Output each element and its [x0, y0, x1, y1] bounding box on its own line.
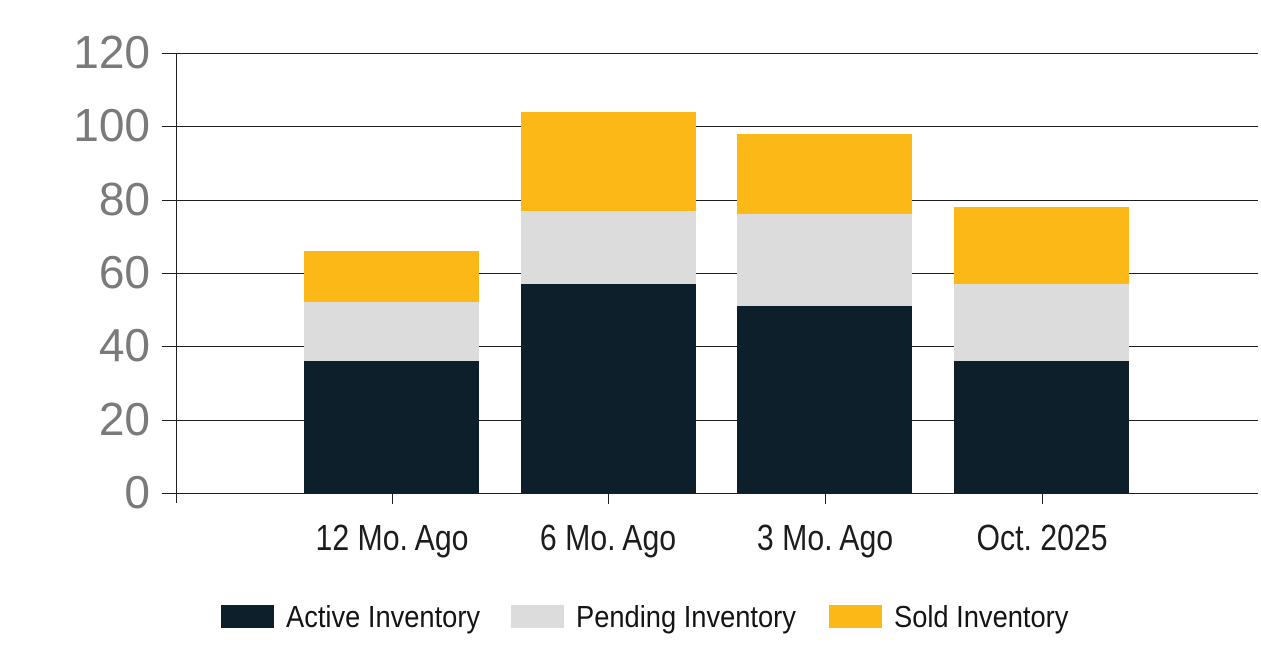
x-axis-tick	[391, 493, 393, 504]
gridline	[176, 126, 1258, 128]
bar-segment	[304, 302, 479, 361]
y-axis-line	[176, 53, 177, 503]
x-axis-tick	[608, 493, 609, 504]
legend-item-active-inventory: Active Inventory	[221, 598, 507, 634]
bar-segment	[304, 251, 479, 303]
pending-inventory-swatch-icon	[511, 604, 564, 628]
legend-label: Pending Inventory	[576, 598, 796, 634]
y-tick-label: 60	[98, 246, 150, 298]
y-tick-label: 80	[98, 172, 150, 225]
gridline	[176, 493, 1258, 494]
sold-inventory-swatch-icon	[829, 604, 882, 628]
legend-item-sold-inventory: Sold Inventory	[829, 598, 1092, 634]
y-tick-label: 40	[98, 319, 150, 372]
bar-segment	[954, 207, 1129, 284]
gridline	[176, 419, 1258, 421]
legend-label: Active Inventory	[286, 598, 481, 634]
bar-segment	[954, 284, 1129, 361]
active-inventory-swatch-icon	[221, 604, 274, 628]
y-axis-tick	[162, 199, 176, 201]
x-axis-tick	[824, 493, 826, 504]
y-axis-tick	[162, 273, 176, 274]
gridline	[176, 346, 1258, 348]
x-tick-label: 3 Mo. Ago	[756, 517, 893, 558]
y-axis-tick	[162, 419, 176, 421]
gridline	[176, 199, 1258, 201]
y-axis-tick	[162, 126, 176, 128]
y-tick-label: 120	[73, 26, 150, 78]
legend-label: Sold Inventory	[894, 598, 1069, 634]
bar-segment	[737, 306, 912, 493]
bar-segment	[737, 214, 912, 306]
y-axis-tick	[162, 493, 176, 494]
bar-segment	[520, 210, 696, 284]
bar-segment	[520, 111, 696, 211]
bar-segment	[737, 133, 912, 215]
x-tick-label: 6 Mo. Ago	[539, 517, 677, 558]
gridline	[176, 273, 1258, 274]
y-axis-tick	[162, 346, 176, 348]
bar-segment	[520, 284, 696, 493]
y-axis-tick	[162, 53, 176, 54]
y-tick-label: 20	[98, 392, 150, 445]
y-tick-label: 100	[73, 99, 150, 152]
x-axis-tick	[1041, 493, 1043, 504]
x-tick-label: Oct. 2025	[975, 517, 1108, 558]
y-tick-label: 0	[124, 466, 150, 518]
x-tick-label: 12 Mo. Ago	[315, 517, 468, 558]
bar-segment	[954, 361, 1129, 493]
bar-segment	[304, 361, 479, 493]
gridline	[176, 53, 1258, 54]
legend-item-pending-inventory: Pending Inventory	[511, 598, 826, 634]
